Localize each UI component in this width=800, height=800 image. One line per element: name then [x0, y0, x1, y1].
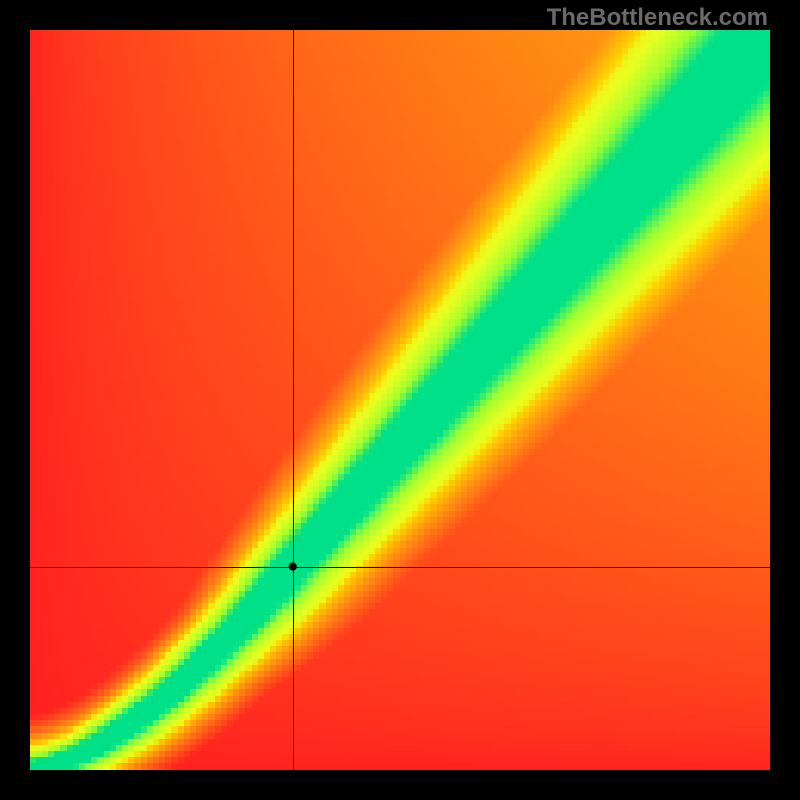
chart-frame: TheBottleneck.com	[0, 0, 800, 800]
watermark-text: TheBottleneck.com	[547, 4, 768, 32]
bottleneck-heatmap	[30, 30, 770, 770]
